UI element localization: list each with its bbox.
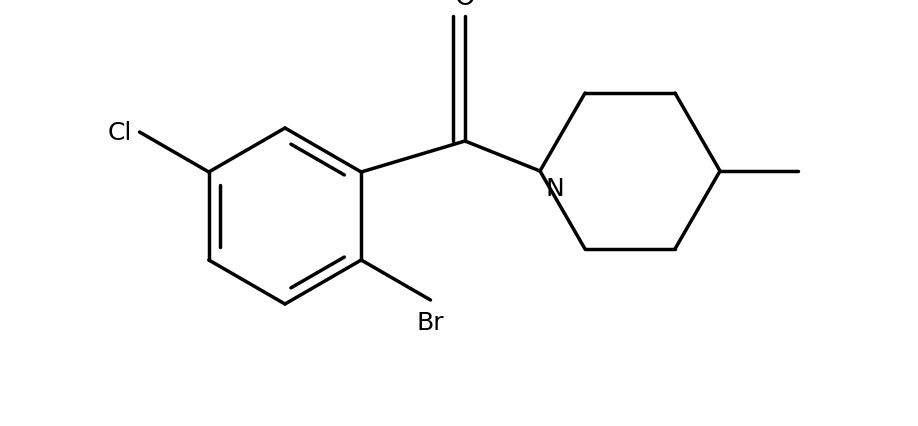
Text: Br: Br: [417, 310, 444, 334]
Text: N: N: [545, 177, 564, 201]
Text: O: O: [454, 0, 476, 11]
Text: Cl: Cl: [107, 121, 131, 145]
